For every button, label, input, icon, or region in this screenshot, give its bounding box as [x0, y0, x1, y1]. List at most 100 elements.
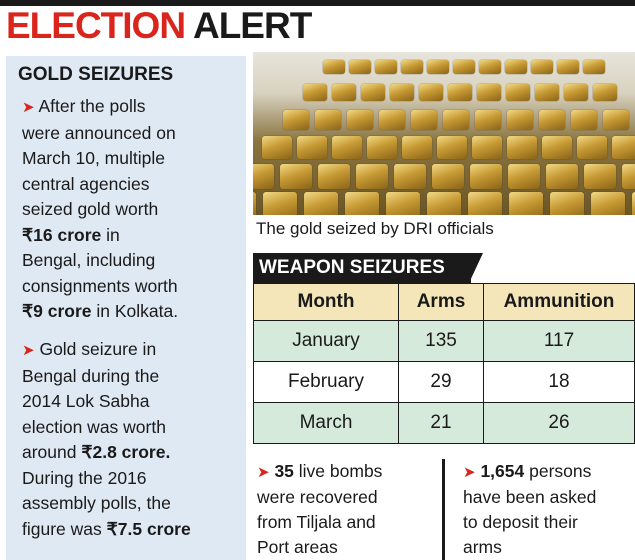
gold-bullet-2-line-3: 2014 Lok Sabha [22, 391, 150, 411]
gold-bullet-1-line-8: consignments worth [22, 275, 178, 296]
gold-bar-shape [302, 84, 328, 102]
gold-bar-shape [591, 192, 625, 215]
gold-bar-shape [253, 163, 274, 189]
gold-bullet-1-line-2: were announced on [22, 122, 176, 143]
gold-bullet-1-line-3: March 10, multiple [22, 148, 165, 168]
note-1-line-4: Port areas [257, 537, 338, 557]
gold-bar-shape [577, 136, 607, 159]
table-cell-month: February [253, 361, 399, 403]
table-cell-month: March [253, 402, 399, 444]
weapon-seizures-table: Month Arms Ammunition January 135 117 Fe… [253, 283, 635, 444]
gold-bar-shape [262, 136, 292, 159]
gold-bar-shape [612, 136, 635, 159]
gold-bullet-2-line-2: Bengal during the [22, 365, 160, 386]
gold-bar-shape [437, 136, 467, 159]
note-2-line-1: persons [524, 461, 592, 481]
note-2-line-2: have been asked [463, 487, 597, 507]
gold-bar-shape [402, 136, 432, 159]
gold-bar-shape [314, 109, 342, 130]
gold-bar-shape [282, 109, 310, 130]
page-headline: ELECTION ALERT [6, 4, 312, 48]
gold-bar-shape [505, 84, 531, 102]
gold-bar-shape [346, 109, 374, 130]
gold-bullet-1-line-1: After the polls [38, 96, 146, 116]
note-1-line-2: were recovered [257, 487, 378, 507]
gold-bar-shape [476, 84, 502, 102]
table-row: January 135 117 [253, 320, 635, 362]
gold-bar-shape [345, 192, 379, 215]
gold-bar-shape [546, 163, 578, 189]
gold-bar-shape [297, 136, 327, 159]
gold-bar-shape [584, 163, 616, 189]
gold-bar-shape [592, 84, 618, 102]
gold-bars-photo [253, 52, 635, 215]
table-row: March 21 26 [253, 402, 635, 444]
gold-bullet-2: ➤ Gold seizure in Bengal during the 2014… [22, 337, 244, 542]
gold-bar-shape [550, 192, 584, 215]
gold-bar-shape [432, 163, 464, 189]
gold-bar-shape [280, 163, 312, 189]
gold-amount-9-crore: ₹9 crore [22, 301, 92, 321]
gold-bar-shape [367, 136, 397, 159]
gold-bar-shape [563, 84, 589, 102]
gold-bar-shape [349, 60, 371, 74]
top-rule [0, 0, 635, 6]
note-live-bombs: ➤ 35 live bombs were recovered from Tilj… [257, 459, 439, 560]
gold-bullet-1-line-6-tail: in [101, 224, 120, 245]
gold-bar-shape [410, 109, 438, 130]
arrow-bullet-icon: ➤ [22, 99, 35, 116]
gold-bar-shape [534, 84, 560, 102]
gold-bar-shape [583, 60, 605, 74]
table-cell-ammunition: 26 [483, 402, 635, 444]
gold-bullet-2-line-6: During the 2016 [22, 467, 147, 488]
gold-bar-shape [538, 109, 566, 130]
gold-bar-shape [427, 192, 461, 215]
gold-bar-shape [323, 60, 345, 74]
gold-bar-shape [602, 109, 630, 130]
note-1-line-3: from Tiljala and [257, 512, 376, 532]
gold-bar-shape [356, 163, 388, 189]
gold-bullet-2-line-8-head: figure was [22, 518, 107, 539]
gold-bar-shape [509, 192, 543, 215]
note-persons-arms: ➤ 1,654 persons have been asked to depos… [463, 459, 633, 560]
gold-bar-shape [479, 60, 501, 74]
persons-count: 1,654 [480, 461, 525, 481]
note-1-line-1: live bombs [293, 461, 383, 481]
gold-bar-shape [474, 109, 502, 130]
gold-bar-shape [360, 84, 386, 102]
table-cell-arms: 135 [398, 320, 484, 362]
gold-bar-shape [531, 60, 553, 74]
gold-bullet-1-line-7: Bengal, including [22, 250, 156, 270]
gold-bar-shape [318, 163, 350, 189]
gold-bar-shape [470, 163, 502, 189]
table-cell-arms: 21 [398, 402, 484, 444]
gold-bullet-2-line-1: Gold seizure in [39, 339, 157, 359]
gold-bullet-1-line-9-tail: in Kolkata. [91, 301, 179, 321]
gold-amount-7-5-crore: ₹7.5 crore [106, 518, 191, 539]
gold-bar-shape [557, 60, 579, 74]
gold-bar-shape [418, 84, 444, 102]
gold-bar-shape [332, 136, 362, 159]
arrow-bullet-icon: ➤ [22, 342, 35, 359]
gold-bar-shape [331, 84, 357, 102]
note-2-line-3: to deposit their [463, 512, 578, 532]
gold-bar-shape [378, 109, 406, 130]
gold-bar-shape [394, 163, 426, 189]
gold-amount-2-8-crore: ₹2.8 crore. [81, 442, 171, 462]
table-row: February 29 18 [253, 361, 635, 403]
gold-seizures-title: GOLD SEIZURES [18, 64, 174, 85]
gold-bar-shape [263, 192, 297, 215]
gold-bar-shape [508, 163, 540, 189]
live-bombs-count: 35 [274, 461, 294, 481]
table-cell-ammunition: 117 [483, 320, 635, 362]
gold-bar-shape [401, 60, 423, 74]
gold-bar-shape [506, 109, 534, 130]
photo-caption: The gold seized by DRI officials [256, 219, 494, 238]
column-header-ammunition: Ammunition [483, 283, 635, 321]
gold-bullet-1-line-4: central agencies [22, 173, 150, 194]
gold-bar-shape [389, 84, 415, 102]
gold-bar-shape [570, 109, 598, 130]
gold-bar-shape [304, 192, 338, 215]
weapon-seizures-title: WEAPON SEIZURES [253, 253, 471, 283]
note-2-line-4: arms [463, 537, 502, 557]
